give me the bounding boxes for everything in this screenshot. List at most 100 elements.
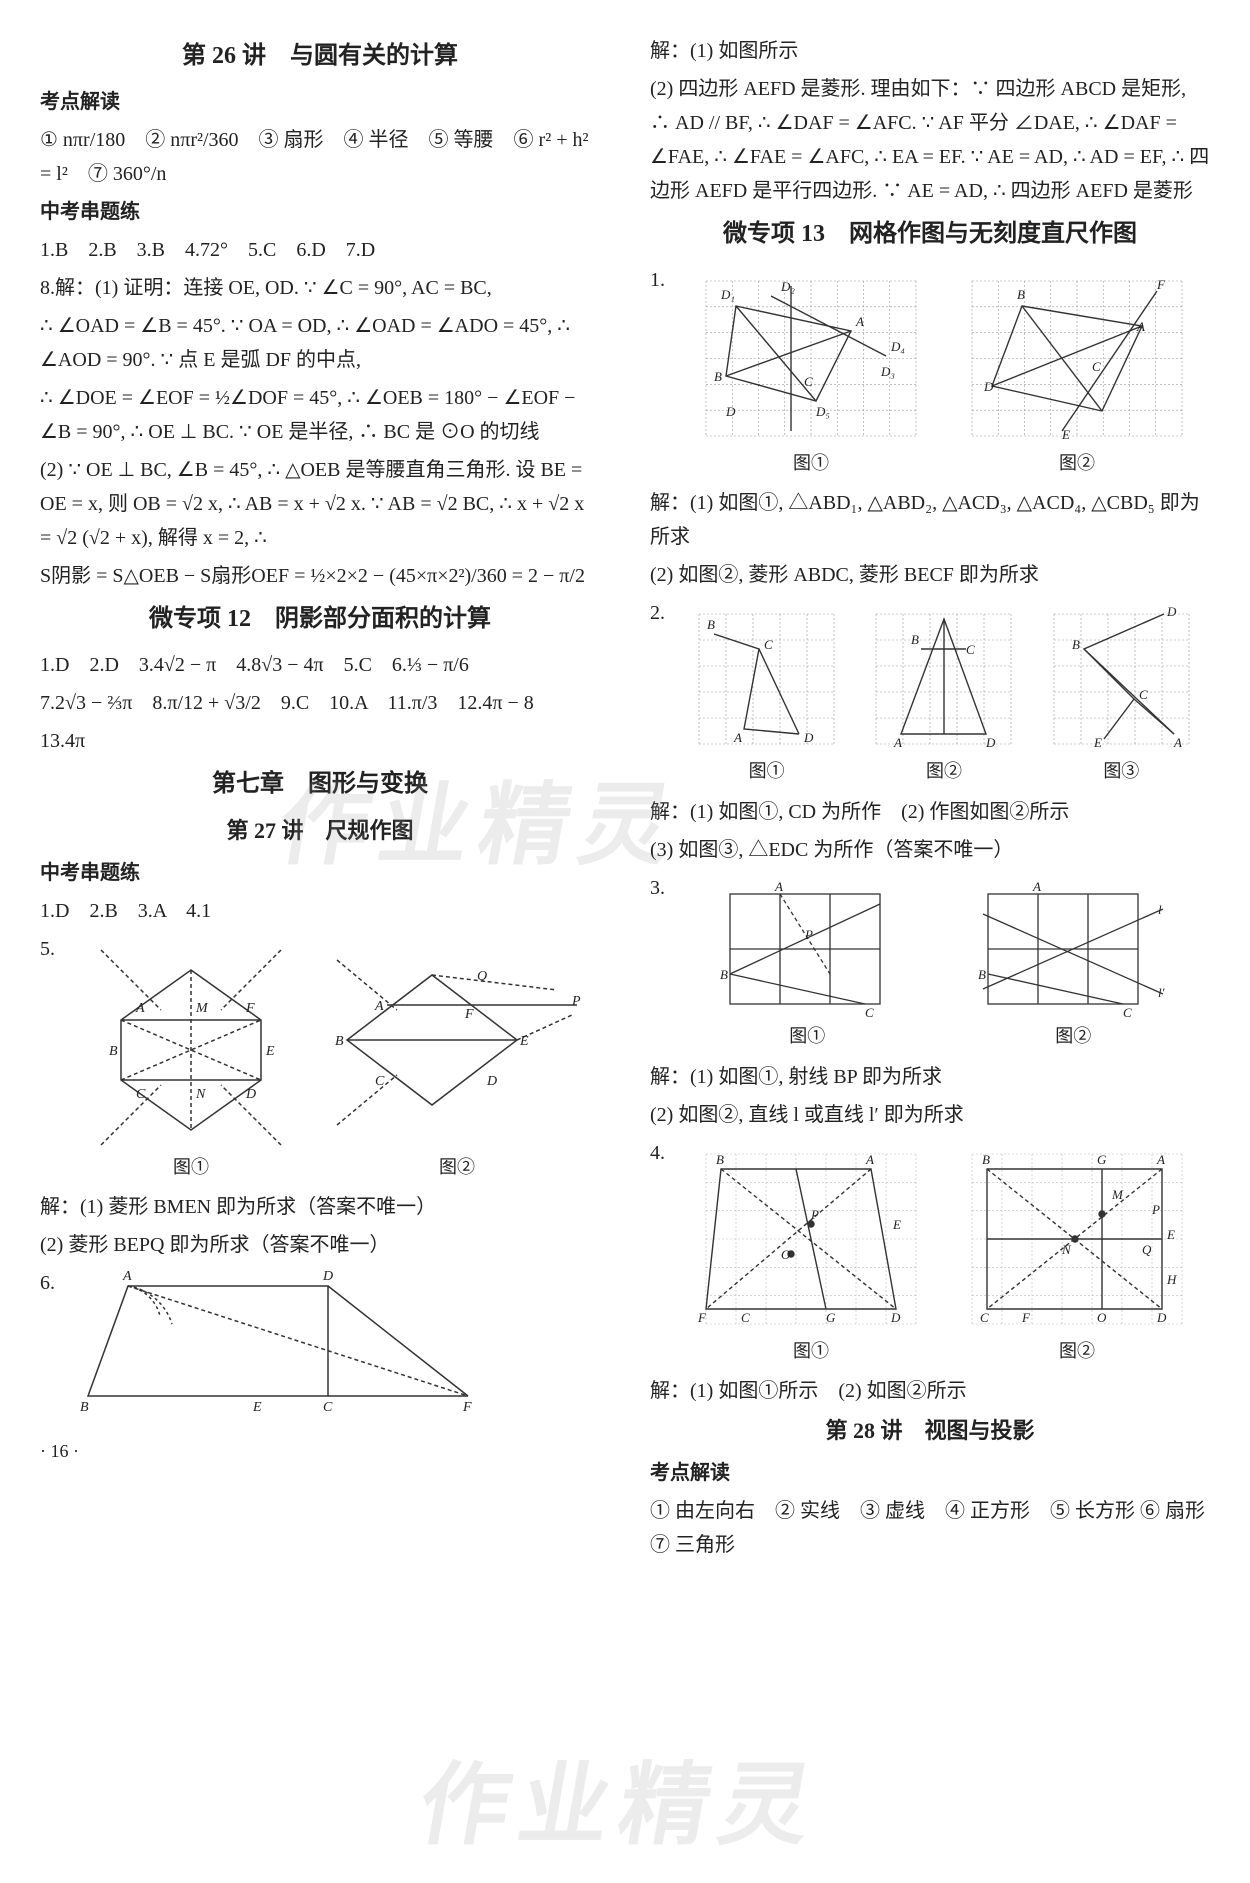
svg-text:F: F bbox=[464, 1007, 474, 1022]
q8-b: ∴ ∠OAD = ∠B = 45°. ∵ OA = OD, ∴ ∠OAD = ∠… bbox=[40, 309, 600, 377]
svg-text:l′: l′ bbox=[1158, 985, 1165, 1000]
r-q1-sol: 解：(1) 如图①, △ABD₁, △ABD₂, △ACD₃, △ACD₄, △… bbox=[650, 486, 1210, 554]
r-q3-num: 3. bbox=[650, 871, 678, 905]
svg-text:P: P bbox=[810, 1207, 819, 1222]
svg-text:F: F bbox=[697, 1310, 707, 1325]
r-q3-sol2: (2) 如图②, 直线 l 或直线 l′ 即为所求 bbox=[650, 1098, 1210, 1132]
kd28-items: ① 由左向右 ② 实线 ③ 虚线 ④ 正方形 ⑤ 长方形 ⑥ 扇形 ⑦ 三角形 bbox=[650, 1494, 1210, 1562]
zkct-heading: 中考串题练 bbox=[40, 195, 600, 229]
svg-text:C: C bbox=[323, 1400, 333, 1415]
svg-text:G: G bbox=[826, 1310, 836, 1325]
q5-fig1: AMF BE CND 图① bbox=[81, 940, 301, 1183]
r-q2-fig2-cap: 图② bbox=[866, 756, 1021, 787]
svg-text:C: C bbox=[1123, 1005, 1132, 1019]
wz12-ans3: 13.4π bbox=[40, 724, 600, 758]
svg-text:G: G bbox=[1097, 1152, 1107, 1167]
svg-text:D: D bbox=[245, 1087, 256, 1102]
svg-text:A: A bbox=[855, 314, 864, 329]
r-q2-sol2: (3) 如图③, △EDC 为所作（答案不唯一） bbox=[650, 833, 1210, 867]
q5-fig2-cap: 图② bbox=[327, 1152, 587, 1183]
svg-text:A: A bbox=[1173, 735, 1182, 750]
r-q1-row: 1. bbox=[650, 263, 1210, 483]
svg-text:B: B bbox=[716, 1152, 724, 1167]
svg-text:N: N bbox=[1061, 1242, 1072, 1257]
lec27-answers: 1.D 2.B 3.A 4.1 bbox=[40, 894, 600, 928]
r-q1-fig2: FA BC DE 图② bbox=[962, 271, 1192, 479]
svg-text:P: P bbox=[1151, 1202, 1160, 1217]
r-q3-fig2: Al BC l′ 图② bbox=[973, 879, 1173, 1052]
r-q3-fig2-cap: 图② bbox=[973, 1021, 1173, 1052]
r-q4-sol: 解：(1) 如图①所示 (2) 如图②所示 bbox=[650, 1374, 1210, 1408]
svg-text:C: C bbox=[865, 1005, 874, 1019]
svg-text:C: C bbox=[375, 1074, 385, 1089]
r-q1-sol2: (2) 如图②, 菱形 ABDC, 菱形 BECF 即为所求 bbox=[650, 558, 1210, 592]
r-sol-1: 解：(1) 如图所示 bbox=[650, 34, 1210, 68]
r-q2-sol: 解：(1) 如图①, CD 为所作 (2) 作图如图②所示 bbox=[650, 795, 1210, 829]
svg-text:A: A bbox=[1136, 319, 1145, 334]
r-q4-num: 4. bbox=[650, 1136, 678, 1170]
r-q4-fig2-cap: 图② bbox=[962, 1336, 1192, 1367]
r-q4-fig1-cap: 图① bbox=[696, 1336, 926, 1367]
two-columns: 第 26 讲 与圆有关的计算 考点解读 ① nπr/180 ② nπr²/360… bbox=[40, 30, 1210, 1566]
svg-text:P: P bbox=[804, 927, 813, 942]
svg-text:A: A bbox=[374, 999, 384, 1014]
svg-text:P: P bbox=[571, 994, 581, 1009]
page-footer: · 16 · bbox=[40, 1436, 600, 1467]
kaodian-items: ① nπr/180 ② nπr²/360 ③ 扇形 ④ 半径 ⑤ 等腰 ⑥ r²… bbox=[40, 123, 600, 191]
svg-text:D: D bbox=[985, 735, 996, 750]
right-column: 解：(1) 如图所示 (2) 四边形 AEFD 是菱形. 理由如下：∵ 四边形 … bbox=[650, 30, 1210, 1566]
svg-text:F: F bbox=[1021, 1310, 1031, 1325]
r-q3-fig1: AP BC 图① bbox=[715, 879, 900, 1052]
r-q2-fig1-cap: 图① bbox=[689, 756, 844, 787]
r-q4-fig1: BA EP O FC GD 图① bbox=[696, 1144, 926, 1367]
q5-figs: AMF BE CND 图① bbox=[68, 940, 600, 1183]
lec26-title: 第 26 讲 与圆有关的计算 bbox=[40, 36, 600, 77]
svg-text:E: E bbox=[519, 1034, 529, 1049]
svg-text:C: C bbox=[764, 637, 773, 652]
svg-text:C: C bbox=[136, 1087, 146, 1102]
svg-text:A: A bbox=[865, 1152, 874, 1167]
svg-text:D₁: D₁ bbox=[720, 287, 735, 302]
svg-text:B: B bbox=[707, 617, 715, 632]
q5-num: 5. bbox=[40, 932, 68, 966]
svg-text:A: A bbox=[1032, 879, 1041, 894]
watermark-2: 作业精灵 bbox=[407, 1730, 834, 1883]
q5-row: 5. bbox=[40, 932, 600, 1187]
r-q3-sol: 解：(1) 如图①, 射线 BP 即为所求 bbox=[650, 1060, 1210, 1094]
svg-text:D: D bbox=[486, 1074, 497, 1089]
r-q2-fig2: BC AD 图② bbox=[866, 604, 1021, 787]
svg-text:E: E bbox=[265, 1044, 275, 1059]
r-q2-fig3-cap: 图③ bbox=[1044, 756, 1199, 787]
wz12-ans1: 1.D 2.D 3.4√2 − π 4.8√3 − 4π 5.C 6.⅓ − π… bbox=[40, 648, 600, 682]
svg-text:D₂: D₂ bbox=[780, 279, 795, 294]
q5-fig1-cap: 图① bbox=[81, 1152, 301, 1183]
svg-text:D: D bbox=[1166, 604, 1177, 619]
svg-text:D₅: D₅ bbox=[815, 404, 830, 419]
q5-fig2: QP AF BE CD 图② bbox=[327, 950, 587, 1183]
svg-text:C: C bbox=[1139, 687, 1148, 702]
svg-text:E: E bbox=[1093, 735, 1102, 750]
r-q2-num: 2. bbox=[650, 596, 678, 630]
q8-d: (2) ∵ OE ⊥ BC, ∠B = 45°, ∴ △OEB 是等腰直角三角形… bbox=[40, 453, 600, 555]
q8-c: ∴ ∠DOE = ∠EOF = ½∠DOF = 45°, ∴ ∠OEB = 18… bbox=[40, 381, 600, 449]
svg-text:B: B bbox=[720, 967, 728, 982]
svg-text:C: C bbox=[804, 374, 813, 389]
r-q2-fig3: DB CE A 图③ bbox=[1044, 604, 1199, 787]
r-q4-fig2: BGA MP EQ NH CF OD 图② bbox=[962, 1144, 1192, 1367]
svg-text:M: M bbox=[195, 1001, 209, 1016]
lec28-title: 第 28 讲 视图与投影 bbox=[650, 1412, 1210, 1449]
r-q4-row: 4. bbox=[650, 1136, 1210, 1371]
svg-text:Q: Q bbox=[477, 969, 487, 984]
svg-text:l: l bbox=[1158, 902, 1162, 917]
svg-text:F: F bbox=[462, 1400, 472, 1415]
svg-text:C: C bbox=[966, 642, 975, 657]
q8-a: 8.解：(1) 证明：连接 OE, OD. ∵ ∠C = 90°, AC = B… bbox=[40, 271, 600, 305]
r-q2-fig1: BC AD 图① bbox=[689, 604, 844, 787]
q6-row: 6. AD BE bbox=[40, 1266, 600, 1416]
kaodian28-heading: 考点解读 bbox=[650, 1456, 1210, 1490]
r-q1-fig1: D₁D₂ AD₄ BD₃ CD₅ D 图① bbox=[696, 271, 926, 479]
q6-fig: AD BE CF bbox=[68, 1266, 498, 1416]
svg-text:H: H bbox=[1166, 1272, 1177, 1287]
svg-text:B: B bbox=[911, 632, 919, 647]
svg-text:D: D bbox=[725, 404, 736, 419]
